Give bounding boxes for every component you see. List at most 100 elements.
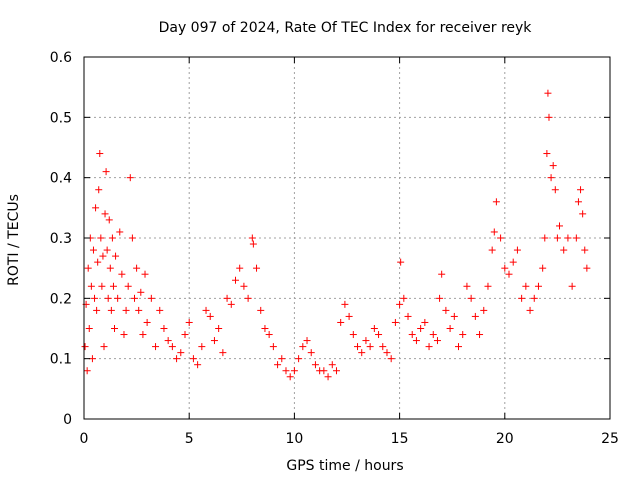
data-point — [181, 331, 189, 339]
x-tick-label: 20 — [496, 431, 514, 447]
data-point — [116, 228, 124, 236]
data-point — [484, 282, 492, 290]
data-point — [564, 234, 572, 242]
data-point — [97, 234, 105, 242]
data-point — [114, 294, 122, 302]
data-point — [450, 312, 458, 320]
data-point — [518, 294, 526, 302]
data-point — [375, 331, 383, 339]
data-point — [111, 325, 119, 332]
data-point — [118, 270, 126, 278]
data-point — [412, 337, 420, 345]
data-point — [324, 373, 332, 381]
data-point — [83, 367, 91, 375]
data-point — [553, 234, 561, 242]
data-point — [455, 343, 463, 351]
data-point — [404, 312, 412, 320]
data-point — [396, 300, 404, 308]
data-point — [459, 331, 467, 339]
data-point — [370, 325, 378, 332]
data-point — [442, 306, 450, 314]
data-point — [366, 343, 374, 351]
data-point — [177, 349, 185, 357]
data-point — [227, 300, 235, 308]
data-point — [572, 234, 580, 242]
data-point — [349, 331, 357, 339]
data-point — [219, 349, 227, 357]
data-point — [362, 337, 370, 345]
data-points — [81, 89, 591, 381]
data-point — [257, 306, 265, 314]
data-point — [96, 150, 104, 158]
data-point — [274, 361, 282, 369]
plot-frame — [83, 56, 611, 420]
data-point — [139, 331, 147, 339]
data-point — [244, 294, 252, 302]
data-point — [84, 264, 92, 272]
data-point — [400, 294, 408, 302]
data-point — [122, 306, 130, 314]
data-point — [137, 288, 145, 296]
data-point — [436, 294, 444, 302]
data-point — [94, 258, 102, 266]
data-point — [202, 306, 210, 314]
data-point — [160, 325, 168, 332]
data-point — [108, 234, 116, 242]
data-point — [543, 150, 551, 158]
data-point — [107, 306, 115, 314]
data-point — [100, 343, 108, 351]
axis-ticks: 0 5 10 15 20 25 0 0.1 0.2 0.3 0.4 0.5 0.6 — [50, 50, 619, 447]
y-tick-label: 0.3 — [50, 231, 72, 247]
data-point — [497, 234, 505, 242]
data-point — [307, 349, 315, 357]
data-point — [194, 361, 202, 369]
data-point — [135, 306, 143, 314]
data-point — [152, 343, 160, 351]
y-tick-label: 0 — [63, 412, 72, 428]
data-point — [480, 306, 488, 314]
data-point — [446, 325, 454, 332]
data-point — [541, 234, 549, 242]
data-point — [173, 355, 181, 363]
data-point — [332, 367, 340, 375]
y-tick-label: 0.2 — [50, 291, 72, 307]
data-point — [522, 282, 530, 290]
data-point — [539, 264, 547, 272]
data-point — [488, 246, 496, 254]
data-point — [112, 252, 120, 260]
y-tick-label: 0.5 — [50, 110, 72, 126]
data-point — [282, 367, 290, 375]
data-point — [549, 162, 557, 170]
data-point — [87, 282, 95, 290]
data-point — [328, 361, 336, 369]
data-point — [278, 355, 286, 363]
data-point — [577, 186, 585, 194]
y-tick-label: 0.4 — [50, 171, 72, 187]
data-point — [544, 89, 552, 97]
data-point — [337, 318, 345, 326]
data-point — [198, 343, 206, 351]
data-point — [261, 325, 269, 332]
data-point — [547, 174, 555, 182]
x-axis-label: GPS time / hours — [286, 458, 403, 474]
data-point — [98, 282, 106, 290]
data-point — [505, 270, 513, 278]
x-tick-label: 10 — [285, 431, 303, 447]
x-tick-label: 25 — [601, 431, 619, 447]
data-point — [93, 306, 101, 314]
data-point — [433, 337, 441, 345]
data-point — [95, 186, 103, 194]
x-tick-label: 15 — [391, 431, 409, 447]
data-point — [147, 294, 155, 302]
data-point — [501, 264, 509, 272]
data-point — [215, 325, 223, 332]
data-point — [471, 312, 479, 320]
data-point — [463, 282, 471, 290]
data-point — [490, 228, 498, 236]
data-point — [210, 337, 218, 345]
data-point — [421, 318, 429, 326]
data-point — [534, 282, 542, 290]
data-point — [560, 246, 568, 254]
data-point — [579, 210, 587, 218]
